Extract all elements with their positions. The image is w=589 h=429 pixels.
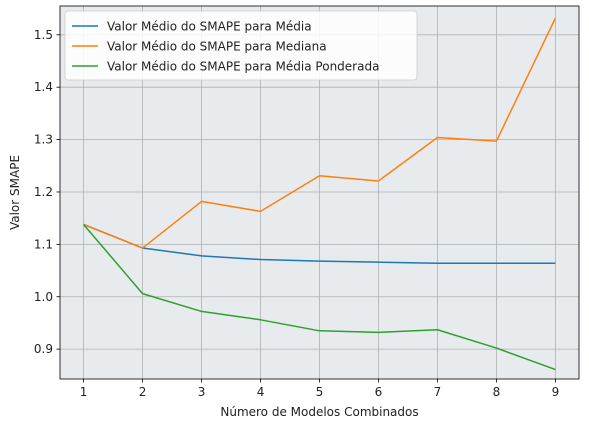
y-axis: 0.9 1.0 1.1 1.2 1.3 1.4 1.5 — [34, 28, 60, 356]
y-tick-label: 0.9 — [34, 342, 53, 356]
series-line-3 — [83, 223, 556, 371]
series-line-2 — [83, 17, 557, 249]
y-tick-label: 1.5 — [34, 28, 53, 42]
legend-label: Valor Médio do SMAPE para Mediana — [107, 40, 327, 54]
series-line-1 — [83, 223, 556, 264]
y-tick-label: 1.4 — [34, 80, 53, 94]
series-lines — [83, 17, 557, 371]
legend: Valor Médio do SMAPE para Média Valor Méd… — [64, 10, 418, 81]
y-tick-label: 1.1 — [34, 237, 53, 251]
x-tick-label: 2 — [139, 385, 147, 399]
x-tick-label: 8 — [493, 385, 501, 399]
x-tick-label: 9 — [552, 385, 560, 399]
x-tick-label: 6 — [375, 385, 383, 399]
legend-label: Valor Médio do SMAPE para Média Ponderad… — [107, 60, 379, 74]
y-tick-label: 1.2 — [34, 185, 53, 199]
x-tick-label: 3 — [198, 385, 206, 399]
x-tick-label: 4 — [257, 385, 265, 399]
x-tick-label: 5 — [316, 385, 324, 399]
x-axis-title: Número de Modelos Combinados — [220, 405, 418, 419]
y-tick-label: 1.3 — [34, 133, 53, 147]
y-axis-title: Valor SMAPE — [8, 155, 22, 230]
x-tick-label: 1 — [80, 385, 88, 399]
x-tick-label: 7 — [434, 385, 442, 399]
legend-box — [64, 10, 418, 81]
legend-label: Valor Médio do SMAPE para Média — [107, 20, 312, 34]
x-axis: 1 2 3 4 5 6 7 8 9 — [80, 379, 559, 399]
y-tick-label: 1.0 — [34, 290, 53, 304]
